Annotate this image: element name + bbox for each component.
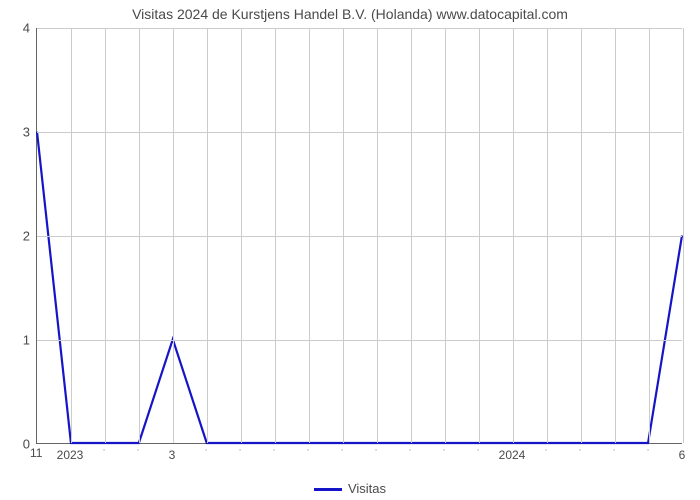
- grid-line-h: [37, 132, 682, 133]
- x-tick-label: ': [647, 448, 649, 457]
- x-tick-label: ': [375, 448, 377, 457]
- grid-line-v: [241, 28, 242, 443]
- x-tick-label: 6: [679, 448, 686, 462]
- x-tick-label: ': [409, 448, 411, 457]
- y-tick-label: 3: [10, 125, 30, 140]
- grid-line-v: [513, 28, 514, 443]
- grid-line-h: [37, 340, 682, 341]
- x-tick-label: 2023: [57, 448, 84, 462]
- grid-line-v: [479, 28, 480, 443]
- y-tick-label: 2: [10, 229, 30, 244]
- x-tick-label: ': [307, 448, 309, 457]
- y-tick-label: 4: [10, 21, 30, 36]
- grid-line-v: [445, 28, 446, 443]
- x-tick-label: ': [613, 448, 615, 457]
- grid-line-v: [547, 28, 548, 443]
- grid-line-h: [37, 236, 682, 237]
- x-tick-label: ': [341, 448, 343, 457]
- chart-title: Visitas 2024 de Kurstjens Handel B.V. (H…: [0, 6, 700, 22]
- line-chart: Visitas 2024 de Kurstjens Handel B.V. (H…: [0, 0, 700, 500]
- y-tick-label: 1: [10, 333, 30, 348]
- x-tick-label: ': [273, 448, 275, 457]
- grid-line-v: [649, 28, 650, 443]
- x-tick-label: ': [205, 448, 207, 457]
- x-extra-label: 11: [30, 446, 42, 460]
- grid-line-v: [683, 28, 684, 443]
- grid-line-v: [275, 28, 276, 443]
- grid-line-v: [309, 28, 310, 443]
- grid-line-v: [207, 28, 208, 443]
- legend: Visitas: [0, 481, 700, 496]
- plot-area: [36, 28, 682, 444]
- legend-swatch: [314, 488, 342, 491]
- grid-line-v: [139, 28, 140, 443]
- grid-line-v: [615, 28, 616, 443]
- grid-line-h: [37, 28, 682, 29]
- y-tick-label: 0: [10, 437, 30, 452]
- grid-line-v: [581, 28, 582, 443]
- grid-line-v: [411, 28, 412, 443]
- x-tick-label: ': [443, 448, 445, 457]
- x-tick-label: ': [239, 448, 241, 457]
- grid-line-v: [343, 28, 344, 443]
- x-tick-label: ': [545, 448, 547, 457]
- x-tick-label: ': [579, 448, 581, 457]
- x-tick-label: 2024: [499, 448, 526, 462]
- grid-line-v: [71, 28, 72, 443]
- grid-line-v: [105, 28, 106, 443]
- x-tick-label: ': [103, 448, 105, 457]
- x-tick-label: ': [477, 448, 479, 457]
- x-tick-label: ': [137, 448, 139, 457]
- x-tick-label: 3: [169, 448, 176, 462]
- grid-line-v: [377, 28, 378, 443]
- grid-line-v: [173, 28, 174, 443]
- legend-label: Visitas: [348, 481, 386, 496]
